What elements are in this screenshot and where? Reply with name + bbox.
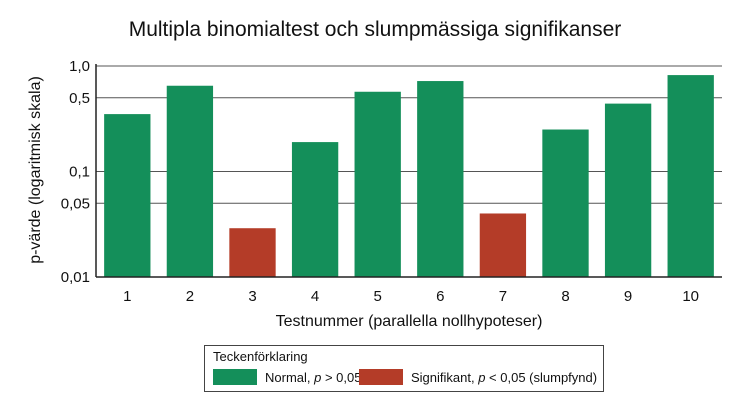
x-tick-label: 3 [248,288,256,305]
legend: Teckenförklaring Normal, p > 0,05 Signif… [204,345,604,392]
x-tick-label: 6 [436,288,444,305]
legend-swatch-significant [359,369,403,385]
bar [604,103,652,277]
y-tick-label: 0,1 [69,164,90,181]
bar [104,114,151,277]
bar [354,91,401,277]
x-tick-label: 8 [561,288,569,305]
x-tick-label: 5 [374,288,382,305]
chart-title: Multipla binomialtest och slumpmässiga s… [128,18,622,41]
x-axis-label: Testnummer (parallella nollhypoteser) [276,313,543,330]
x-tick-label: 10 [682,288,699,305]
bar [479,213,527,277]
x-tick-labels: 1 2 3 4 5 6 7 8 9 10 [123,288,699,305]
y-tick-label: 1,0 [69,58,90,75]
y-axis-label: p-värde (logaritmisk skala) [27,76,44,264]
legend-item-normal: Normal, p > 0,05 [213,369,361,385]
x-tick-label: 1 [123,288,131,305]
x-tick-label: 7 [499,288,507,305]
bar-chart: 0,01 0,05 0,1 0,5 1,0 1 2 3 4 5 6 7 8 9 10 Testnummer… [27,58,722,330]
legend-swatch-normal [213,369,257,385]
bar [667,75,714,277]
x-tick-label: 4 [311,288,319,305]
bar [542,129,589,277]
y-tick-label: 0,05 [61,195,90,212]
bars [104,75,714,277]
axes [95,64,722,278]
x-tick-label: 9 [624,288,632,305]
y-tick-labels: 0,01 0,05 0,1 0,5 1,0 [61,58,90,286]
legend-item-significant: Signifikant, p < 0,05 (slumpfynd) [359,369,597,385]
bar [166,85,214,277]
bar [291,142,339,277]
y-tick-label: 0,5 [69,90,90,107]
y-tick-label: 0,01 [61,269,90,286]
x-tick-label: 2 [186,288,194,305]
legend-title: Teckenförklaring [213,349,308,364]
bar [417,81,464,277]
bar [229,228,276,277]
